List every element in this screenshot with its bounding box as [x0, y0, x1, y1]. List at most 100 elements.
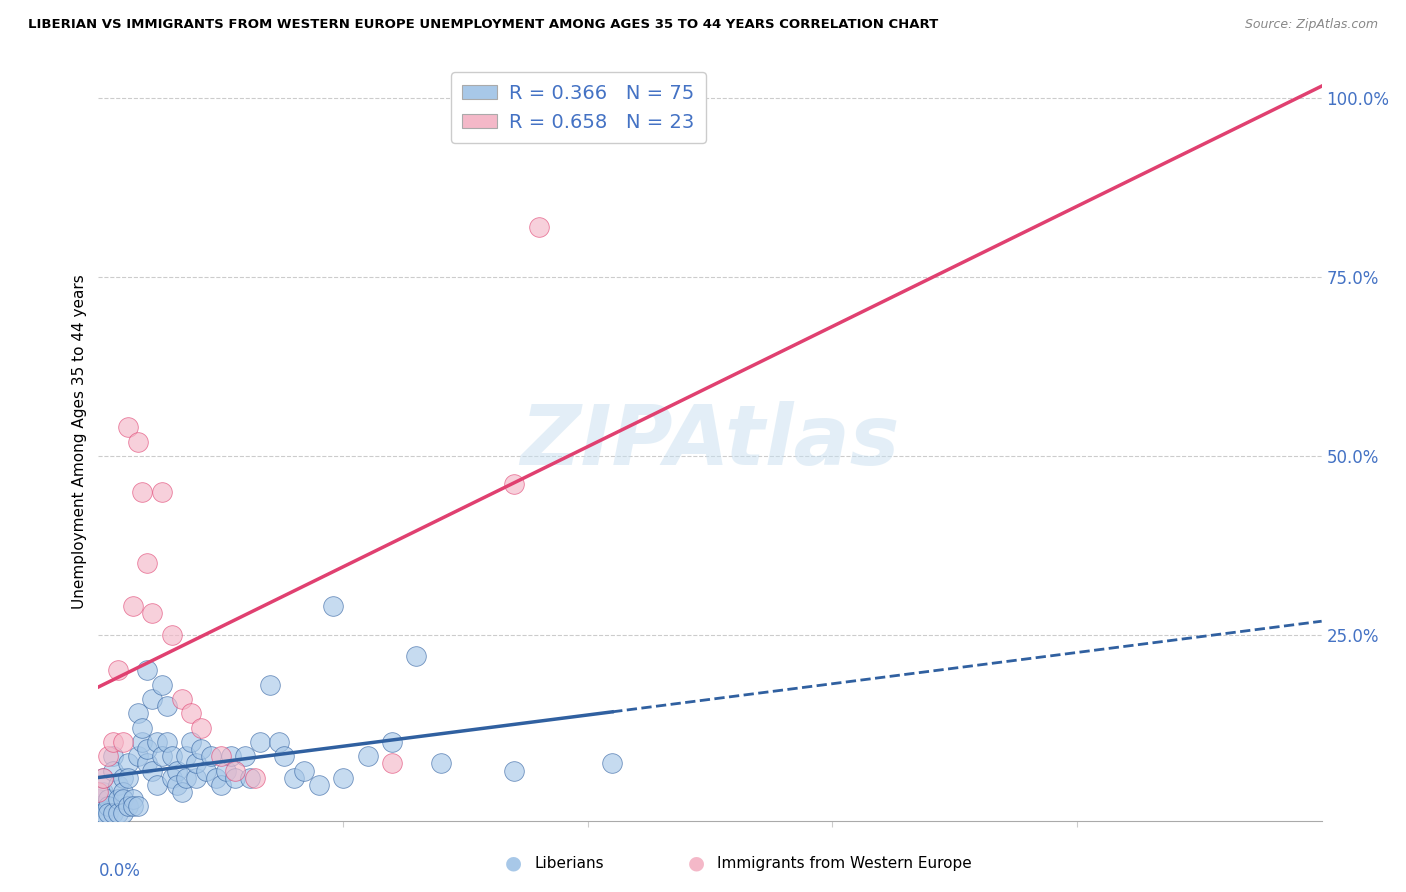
Text: Immigrants from Western Europe: Immigrants from Western Europe	[717, 856, 972, 871]
Point	[283, 771, 305, 785]
Point	[308, 778, 330, 792]
Point	[111, 792, 134, 806]
Point	[111, 785, 134, 799]
Point	[146, 778, 169, 792]
Point	[273, 749, 295, 764]
Point	[205, 771, 228, 785]
Point	[249, 735, 271, 749]
Point	[156, 699, 179, 714]
Point	[131, 484, 153, 499]
Point	[150, 678, 173, 692]
Point	[117, 771, 139, 785]
Point	[180, 706, 202, 721]
Point	[200, 749, 222, 764]
Point	[190, 721, 212, 735]
Point	[91, 771, 114, 785]
Point	[136, 742, 159, 756]
Point	[127, 434, 149, 449]
Point	[233, 749, 256, 764]
Point	[176, 749, 198, 764]
Point	[131, 721, 153, 735]
Point	[141, 764, 163, 778]
Point	[127, 749, 149, 764]
Point	[170, 785, 193, 799]
Text: ●: ●	[505, 854, 522, 873]
Point	[186, 756, 208, 771]
Point	[170, 692, 193, 706]
Point	[503, 477, 526, 491]
Point	[136, 756, 159, 771]
Y-axis label: Unemployment Among Ages 35 to 44 years: Unemployment Among Ages 35 to 44 years	[72, 274, 87, 609]
Point	[146, 735, 169, 749]
Point	[107, 664, 129, 678]
Point	[166, 778, 188, 792]
Point	[160, 771, 183, 785]
Point	[101, 806, 124, 821]
Point	[195, 764, 218, 778]
Point	[405, 649, 427, 664]
Text: Liberians: Liberians	[534, 856, 605, 871]
Text: 0.0%: 0.0%	[98, 863, 141, 880]
Point	[91, 785, 114, 799]
Point	[259, 678, 281, 692]
Point	[107, 792, 129, 806]
Point	[117, 799, 139, 814]
Point	[156, 735, 179, 749]
Point	[141, 606, 163, 620]
Point	[224, 764, 246, 778]
Point	[111, 735, 134, 749]
Point	[97, 799, 120, 814]
Point	[356, 749, 378, 764]
Point	[150, 749, 173, 764]
Point	[176, 771, 198, 785]
Point	[292, 764, 315, 778]
Point	[243, 771, 266, 785]
Point	[160, 628, 183, 642]
Point	[381, 756, 404, 771]
Point	[209, 778, 232, 792]
Point	[121, 792, 143, 806]
Point	[101, 764, 124, 778]
Point	[121, 799, 143, 814]
Point	[127, 799, 149, 814]
Point	[97, 806, 120, 821]
Point	[127, 706, 149, 721]
Legend: R = 0.366   N = 75, R = 0.658   N = 23: R = 0.366 N = 75, R = 0.658 N = 23	[451, 72, 706, 144]
Point	[160, 749, 183, 764]
Point	[131, 735, 153, 749]
Point	[87, 785, 110, 799]
Point	[322, 599, 344, 613]
Point	[91, 771, 114, 785]
Point	[117, 756, 139, 771]
Point	[209, 749, 232, 764]
Text: ●: ●	[688, 854, 704, 873]
Point	[214, 764, 236, 778]
Point	[87, 799, 110, 814]
Point	[91, 806, 114, 821]
Point	[239, 771, 262, 785]
Text: Source: ZipAtlas.com: Source: ZipAtlas.com	[1244, 18, 1378, 31]
Point	[111, 806, 134, 821]
Point	[97, 749, 120, 764]
Point	[91, 806, 114, 821]
Point	[136, 556, 159, 570]
Point	[269, 735, 291, 749]
Point	[180, 735, 202, 749]
Point	[150, 484, 173, 499]
Point	[381, 735, 404, 749]
Point	[166, 764, 188, 778]
Point	[136, 664, 159, 678]
Point	[600, 756, 623, 771]
Point	[107, 806, 129, 821]
Point	[430, 756, 453, 771]
Point	[527, 219, 550, 234]
Point	[117, 420, 139, 434]
Point	[97, 792, 120, 806]
Point	[111, 771, 134, 785]
Point	[141, 692, 163, 706]
Text: LIBERIAN VS IMMIGRANTS FROM WESTERN EUROPE UNEMPLOYMENT AMONG AGES 35 TO 44 YEAR: LIBERIAN VS IMMIGRANTS FROM WESTERN EURO…	[28, 18, 938, 31]
Point	[219, 749, 242, 764]
Point	[121, 599, 143, 613]
Point	[87, 792, 110, 806]
Point	[332, 771, 354, 785]
